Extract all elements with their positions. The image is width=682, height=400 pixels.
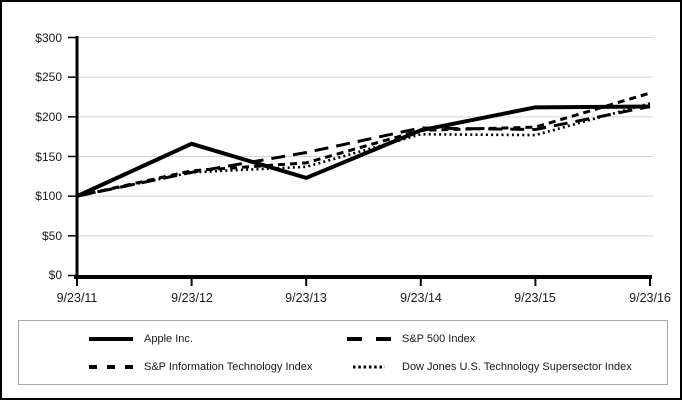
x-axis-tick-label: 9/23/15 [514,291,556,305]
legend-item-sp-it: S&P Information Technology Index [89,358,312,376]
performance-chart [68,36,653,286]
x-axis-tick-label: 9/23/11 [56,291,98,305]
y-axis-tick-label: $100 [35,189,62,203]
legend-item-dowjones-tech: Dow Jones U.S. Technology Supersector In… [347,358,632,376]
legend-label: Dow Jones U.S. Technology Supersector In… [402,360,632,373]
legend-line-swatch-dotted [353,365,385,369]
x-axis-tick-label: 9/23/12 [171,291,213,305]
legend-line-swatch-long-dash [347,337,391,341]
legend-line-swatch-short-dash [89,365,133,369]
series-line-s-p-information-technology-index [76,91,651,198]
y-axis-tick-label: $0 [48,268,62,282]
y-axis-tick-label: $300 [35,31,62,45]
series-line-apple-inc- [76,104,651,198]
y-axis-tick-label: $250 [35,70,62,84]
legend-label: S&P 500 Index [402,332,476,345]
y-axis-tick-label: $50 [41,229,62,243]
x-axis-tick-label: 9/23/13 [285,291,327,305]
legend-label: S&P Information Technology Index [144,360,313,373]
legend-label: Apple Inc. [144,332,193,345]
x-axis-tick-label: 9/23/16 [629,291,671,305]
x-axis-tick-label: 9/23/14 [400,291,442,305]
series-line-dow-jones-u-s-technology-supersector-index [76,102,651,198]
legend-line-swatch-solid [89,337,133,341]
legend-item-sp500: S&P 500 Index [347,330,475,348]
y-axis-tick-label: $200 [35,110,62,124]
legend-item-apple: Apple Inc. [89,330,193,348]
legend-box: Apple Inc. S&P 500 Index S&P Information… [18,320,668,385]
y-axis-tick-label: $150 [35,150,62,164]
